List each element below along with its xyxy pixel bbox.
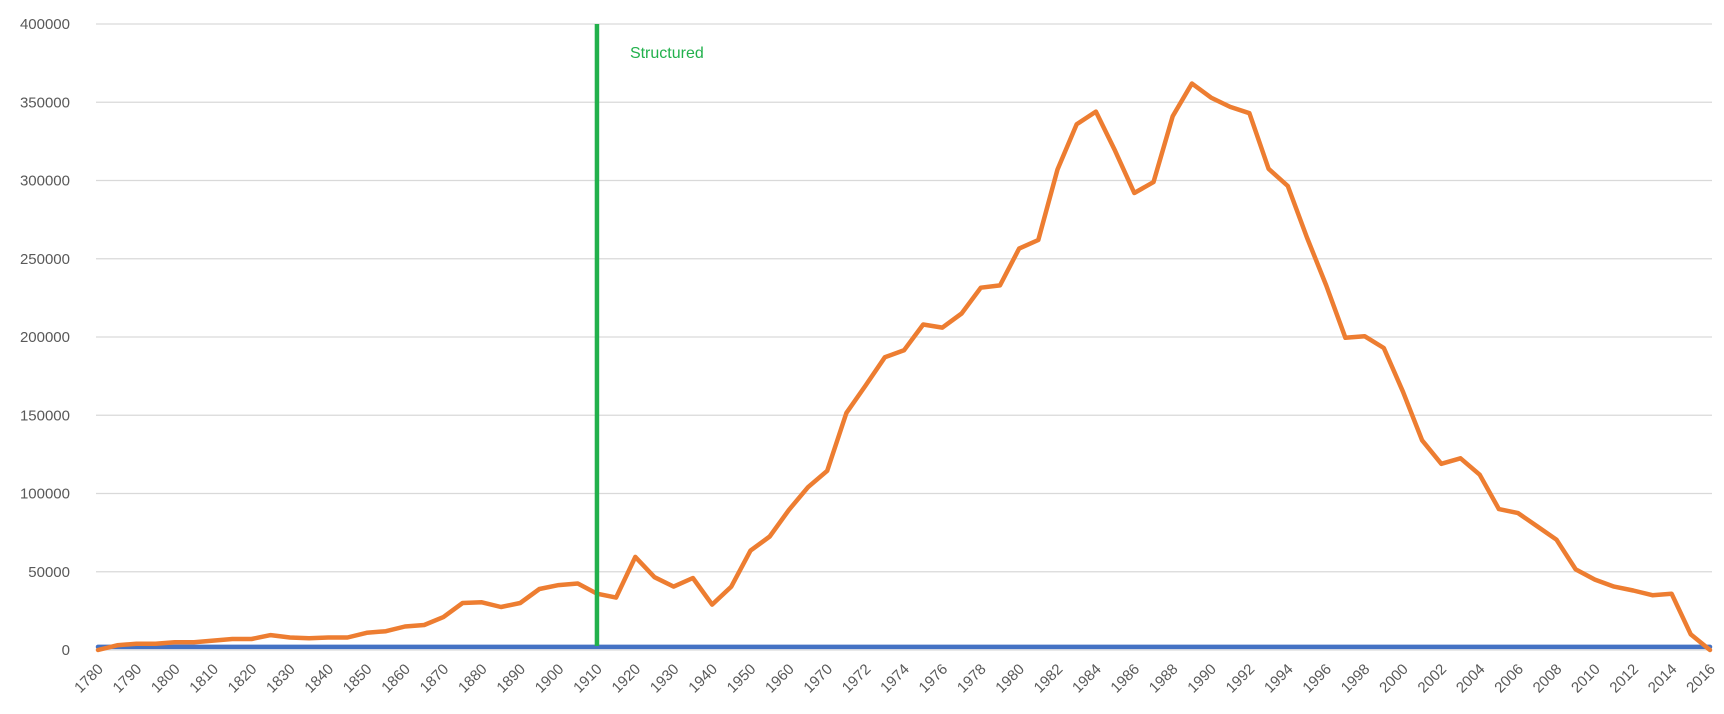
x-tick-label: 1810	[186, 661, 222, 697]
x-tick-label: 1974	[877, 661, 913, 697]
x-tick-label: 1790	[110, 661, 146, 697]
series-lines	[95, 81, 1713, 653]
x-axis-tick-labels: 1780 1790 1800 1810 1820 1830 1840 1850 1860 1870…	[71, 661, 1719, 697]
y-tick-label: 50000	[28, 564, 70, 581]
x-tick-label: 2000	[1376, 661, 1412, 697]
y-tick-label: 300000	[20, 173, 70, 190]
structured-label: Structured	[630, 45, 704, 62]
x-tick-label: 1840	[301, 661, 337, 697]
x-tick-label: 2008	[1530, 661, 1566, 697]
y-tick-label: 350000	[20, 94, 70, 111]
x-tick-label: 1920	[609, 661, 645, 697]
y-axis-tick-labels: 0 50000 100000 150000 200000 250000 300000 3500…	[20, 16, 70, 659]
x-tick-label: 1978	[954, 661, 990, 697]
x-tick-label: 1984	[1069, 661, 1105, 697]
x-tick-label: 1970	[800, 661, 836, 697]
y-tick-label: 200000	[20, 329, 70, 346]
x-tick-label: 2006	[1491, 661, 1527, 697]
x-tick-label: 1910	[570, 661, 606, 697]
x-tick-label: 2004	[1453, 661, 1489, 697]
y-gridlines	[96, 23, 1712, 651]
x-tick-label: 2014	[1645, 661, 1681, 697]
x-tick-label: 1976	[916, 661, 952, 697]
x-tick-label: 1988	[1146, 661, 1182, 697]
x-tick-label: 1940	[685, 661, 721, 697]
y-tick-label: 0	[62, 642, 70, 659]
x-tick-label: 1860	[378, 661, 414, 697]
x-tick-label: 1830	[263, 661, 299, 697]
x-tick-label: 1998	[1338, 661, 1374, 697]
x-tick-label: 1986	[1107, 661, 1143, 697]
x-tick-label: 1820	[225, 661, 261, 697]
x-tick-label: 1890	[493, 661, 529, 697]
x-tick-label: 1850	[340, 661, 376, 697]
x-tick-label: 1780	[71, 661, 107, 697]
annotation: Structured	[594, 24, 704, 646]
y-tick-label: 400000	[20, 16, 70, 33]
x-tick-label: 2002	[1415, 661, 1451, 697]
series-line	[95, 81, 1713, 653]
x-tick-label: 2012	[1606, 661, 1642, 697]
x-tick-label: 1950	[724, 661, 760, 697]
x-tick-label: 1996	[1299, 661, 1335, 697]
x-tick-label: 1982	[1031, 661, 1067, 697]
x-tick-label: 2010	[1568, 661, 1604, 697]
x-tick-label: 1994	[1261, 661, 1297, 697]
x-tick-label: 2016	[1683, 661, 1719, 697]
x-tick-label: 1972	[839, 661, 875, 697]
y-tick-label: 150000	[20, 407, 70, 424]
x-tick-label: 1960	[762, 661, 798, 697]
x-tick-label: 1992	[1223, 661, 1259, 697]
y-tick-label: 100000	[20, 486, 70, 503]
x-tick-label: 1880	[455, 661, 491, 697]
x-tick-label: 1990	[1184, 661, 1220, 697]
y-tick-label: 250000	[20, 251, 70, 268]
x-tick-label: 1870	[417, 661, 453, 697]
x-tick-label: 1800	[148, 661, 184, 697]
x-tick-label: 1980	[992, 661, 1028, 697]
x-tick-label: 1900	[532, 661, 568, 697]
x-tick-label: 1930	[647, 661, 683, 697]
